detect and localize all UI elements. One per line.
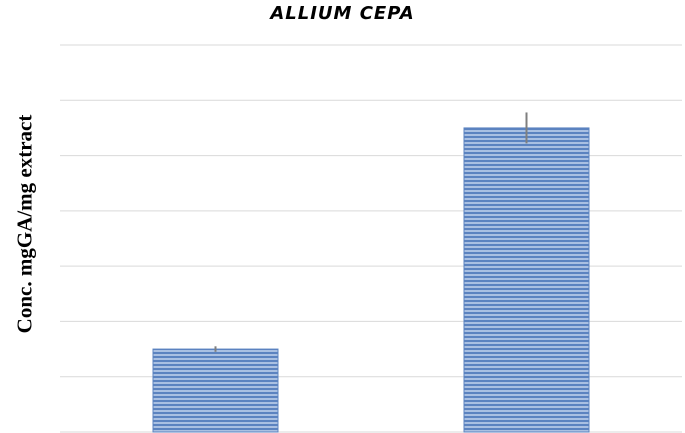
bar-2 xyxy=(463,127,590,433)
bar-1 xyxy=(152,348,279,433)
chart-title: ALLIUM CEPA xyxy=(270,3,415,24)
bars xyxy=(152,127,590,433)
error-bars xyxy=(214,112,528,352)
